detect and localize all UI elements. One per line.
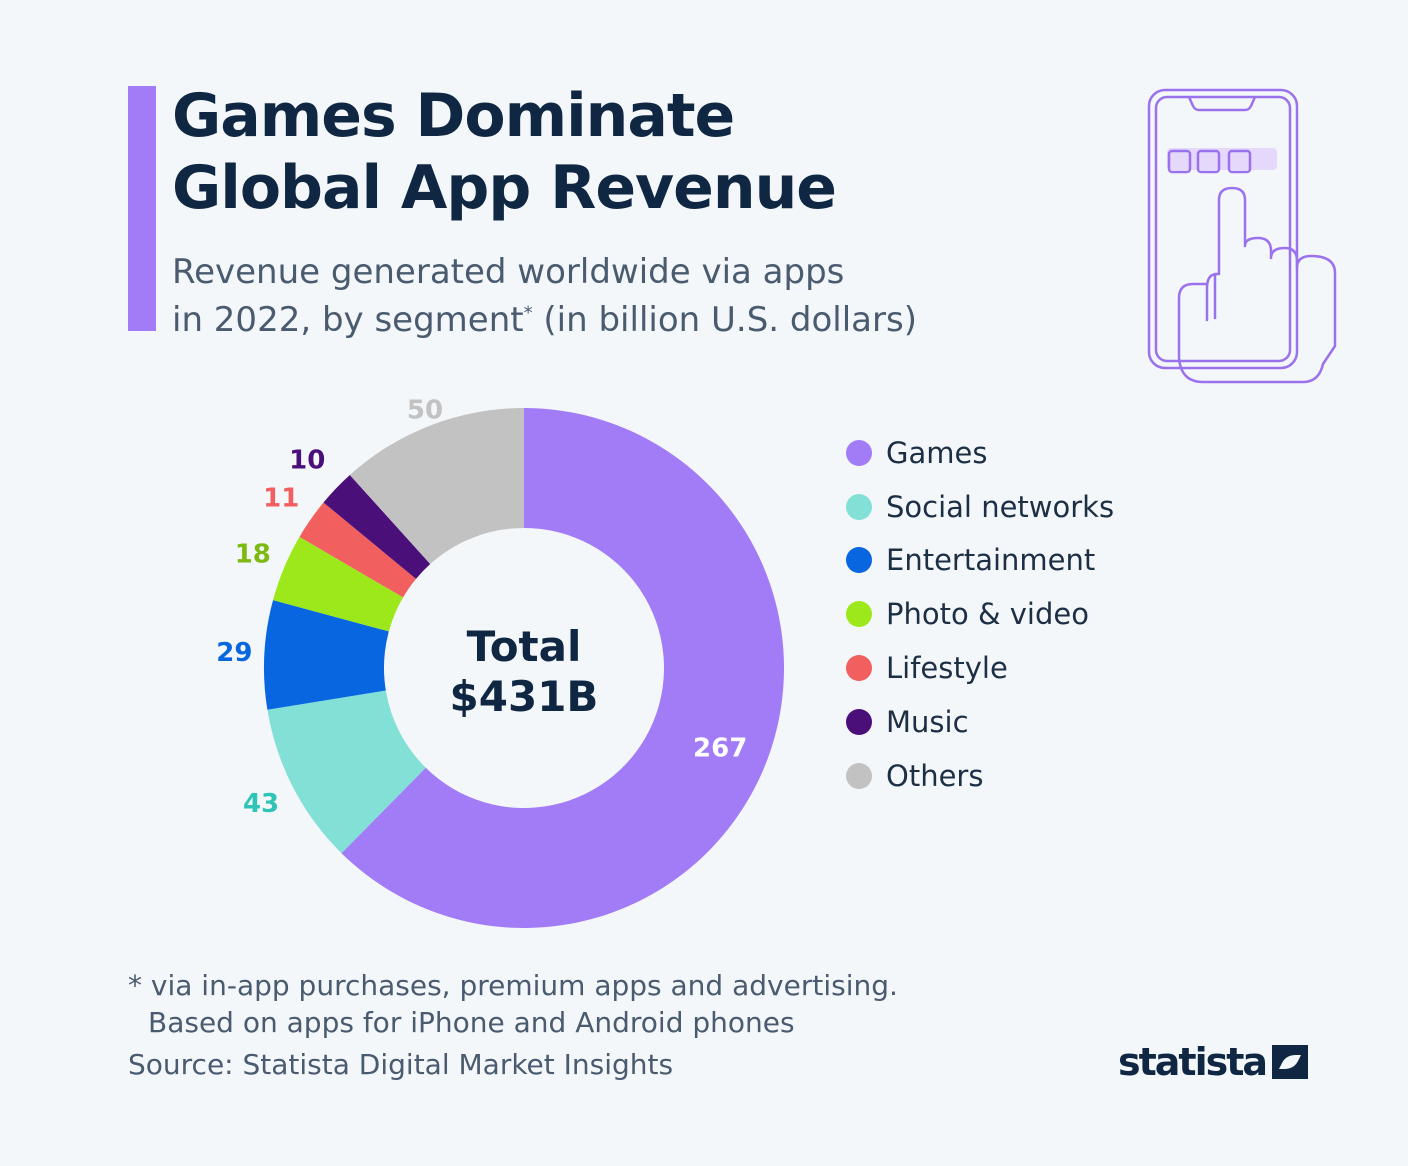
legend-item: Music: [846, 695, 1114, 749]
footnote: * via in-app purchases, premium apps and…: [128, 967, 898, 1041]
legend-swatch: [846, 762, 872, 789]
data-label-others: 50: [407, 395, 443, 425]
center-total: Total $431B: [424, 622, 624, 722]
donut-slice-photo-video: [273, 536, 404, 632]
legend: Games Social networks Entertainment Photo &…: [846, 426, 1114, 803]
legend-swatch: [846, 493, 872, 520]
donut-slice-music: [323, 474, 431, 579]
chart-title: Games Dominate Global App Revenue: [172, 80, 837, 224]
legend-label: Entertainment: [886, 543, 1096, 578]
subtitle-units: (in billion U.S. dollars): [532, 300, 917, 340]
legend-item: Photo & video: [846, 587, 1114, 641]
center-total-label: Total: [466, 622, 582, 671]
legend-swatch: [846, 655, 872, 682]
donut-slice-entertainment: [264, 600, 389, 710]
subtitle-line-1: Revenue generated worldwide via apps: [172, 252, 845, 292]
legend-label: Social networks: [886, 489, 1115, 524]
subtitle-line-2: in 2022, by segment* (in billion U.S. do…: [172, 296, 917, 344]
source-note: Source: Statista Digital Market Insights: [128, 1048, 674, 1081]
donut-slice-social-networks: [267, 690, 426, 854]
legend-swatch: [846, 708, 872, 735]
donut-slice-games: [341, 408, 784, 929]
legend-label: Lifestyle: [886, 651, 1008, 686]
data-label-photo-video: 18: [235, 539, 271, 569]
accent-bar: [128, 86, 156, 331]
title-line-2: Global App Revenue: [172, 153, 837, 223]
footnote-line-1: * via in-app purchases, premium apps and…: [128, 969, 898, 1002]
center-total-value: $431B: [449, 672, 599, 721]
legend-item: Games: [846, 426, 1114, 480]
phone-tap-icon: [1147, 88, 1337, 384]
legend-label: Music: [886, 704, 969, 739]
legend-item: Social networks: [846, 480, 1114, 534]
statista-brand[interactable]: statista: [1118, 1040, 1309, 1084]
legend-item: Others: [846, 749, 1114, 803]
data-label-music: 10: [289, 446, 325, 476]
legend-swatch: [846, 601, 872, 628]
data-label-entertainment: 29: [216, 638, 252, 668]
legend-label: Photo & video: [886, 597, 1089, 632]
brand-name: statista: [1118, 1040, 1268, 1084]
data-label-lifestyle: 11: [263, 484, 299, 514]
legend-item: Lifestyle: [846, 641, 1114, 695]
footnote-line-2: Based on apps for iPhone and Android pho…: [148, 1006, 795, 1039]
data-label-games: 267: [693, 733, 747, 763]
legend-swatch: [846, 439, 872, 466]
donut-slice-lifestyle: [299, 502, 417, 598]
subtitle-line-2-text: in 2022, by segment: [172, 300, 524, 340]
statista-logo-icon: [1272, 1045, 1309, 1079]
legend-label: Others: [886, 758, 984, 793]
chart-subtitle: Revenue generated worldwide via apps in …: [172, 248, 917, 344]
legend-swatch: [846, 547, 872, 574]
data-label-social-networks: 43: [243, 789, 279, 819]
donut-slice-others: [349, 408, 524, 565]
subtitle-asterisk: *: [523, 302, 533, 324]
title-line-1: Games Dominate: [172, 81, 735, 151]
legend-label: Games: [886, 435, 988, 470]
legend-item: Entertainment: [846, 534, 1114, 588]
